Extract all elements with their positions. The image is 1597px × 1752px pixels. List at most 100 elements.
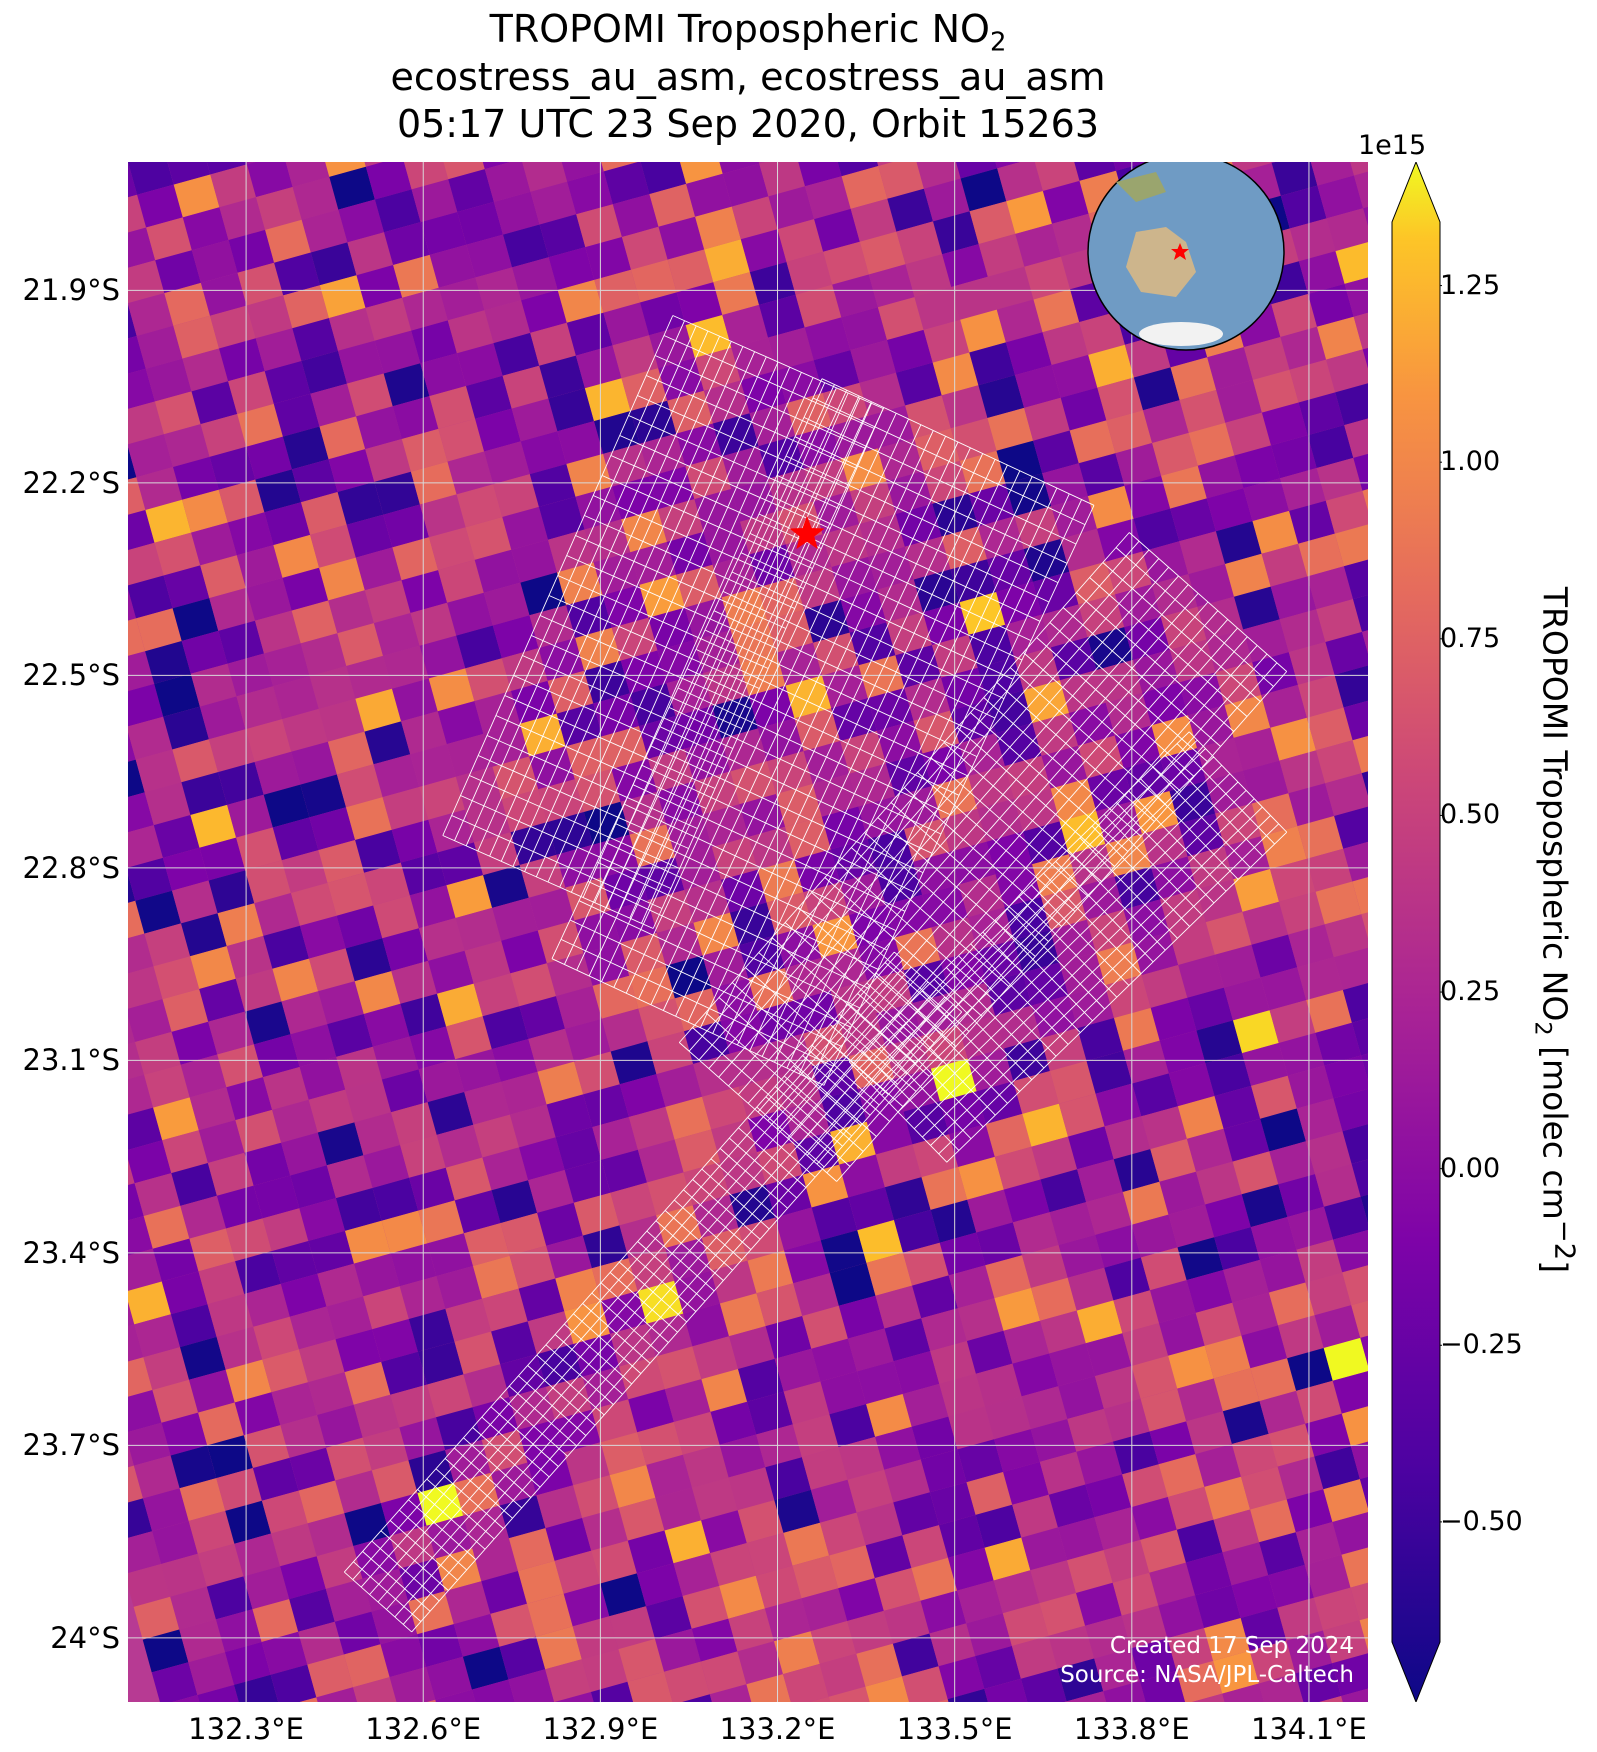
australia-shape <box>1126 227 1196 297</box>
tropomi-pixel <box>914 428 960 472</box>
tropomi-pixel <box>1078 594 1125 638</box>
tropomi-pixel <box>1360 1194 1368 1224</box>
colorbar-tick-label: 0.00 <box>1440 1152 1501 1184</box>
tropomi-pixel <box>502 506 548 550</box>
tropomi-pixel <box>152 1238 199 1282</box>
tropomi-pixel <box>876 861 923 905</box>
tropomi-pixel <box>610 1182 657 1226</box>
tropomi-pixel <box>438 559 484 603</box>
tropomi-pixel <box>180 1336 226 1380</box>
tropomi-pixel <box>438 418 485 462</box>
tropomi-pixel <box>1341 1406 1368 1447</box>
tropomi-pixel <box>419 776 465 820</box>
tropomi-pixel <box>759 162 805 197</box>
map-panel[interactable]: Created 17 Sep 2024 Source: NASA/JPL-Cal… <box>128 162 1368 1702</box>
tropomi-pixel <box>329 166 375 210</box>
tropomi-pixel <box>383 645 429 689</box>
tropomi-pixel <box>347 232 394 276</box>
tropomi-pixel <box>737 1641 783 1685</box>
tropomi-pixel <box>601 1008 648 1052</box>
credit-text: Created 17 Sep 2024 Source: NASA/JPL-Cal… <box>1060 1632 1354 1690</box>
tropomi-pixel <box>600 1573 646 1617</box>
tropomi-pixel <box>711 836 758 880</box>
tropomi-pixel <box>722 304 768 348</box>
swath-outline <box>343 951 963 1633</box>
tropomi-pixel <box>719 1575 765 1619</box>
tropomi-pixel <box>471 1679 515 1702</box>
tropomi-pixel <box>1096 659 1143 703</box>
tropomi-pixel <box>948 1265 995 1309</box>
tropomi-pixel <box>134 1314 180 1358</box>
tropomi-pixel <box>217 903 264 947</box>
tropomi-pixel <box>254 751 301 795</box>
lon-label: 134.1°E <box>1251 1712 1367 1746</box>
tropomi-pixel <box>472 1538 518 1582</box>
tropomi-pixel <box>390 1384 436 1428</box>
tropomi-pixel <box>567 171 613 215</box>
tropomi-pixel <box>372 1319 418 1362</box>
swath-outline <box>442 315 884 929</box>
tropomi-pixel <box>189 1087 236 1131</box>
tropomi-pixel <box>940 808 987 852</box>
tropomi-pixel <box>712 413 759 457</box>
tropomi-pixel <box>601 162 638 172</box>
tropomi-pixel <box>1094 1507 1141 1551</box>
tropomi-pixel <box>455 907 502 951</box>
tropomi-pixel <box>1021 1386 1068 1430</box>
tropomi-pixel <box>1013 1071 1059 1114</box>
tropomi-pixel <box>144 923 191 967</box>
tropomi-pixel <box>1352 877 1368 915</box>
tropomi-pixel <box>1213 1368 1260 1412</box>
tropomi-pixel <box>1304 1554 1351 1598</box>
tropomi-pixel <box>484 162 531 202</box>
tropomi-pixel <box>1052 213 1098 257</box>
tropomi-pixel <box>128 759 145 798</box>
tropomi-pixel <box>1040 1169 1087 1213</box>
tropomi-pixel <box>1231 1433 1278 1477</box>
tropomi-pixel <box>426 1374 473 1418</box>
tropomi-pixel <box>1004 897 1051 940</box>
tropomi-pixel <box>511 398 558 442</box>
tropomi-pixel <box>353 1677 397 1702</box>
tropomi-pixel <box>850 340 896 383</box>
tropomi-pixel <box>995 1005 1041 1049</box>
tropomi-pixel <box>704 239 750 283</box>
tropomi-pixel <box>1307 566 1353 610</box>
tropomi-pixel <box>171 1021 218 1065</box>
tropomi-pixel <box>207 1435 253 1479</box>
tropomi-pixel <box>968 766 1014 809</box>
tropomi-pixel <box>712 554 759 598</box>
tropomi-pixel <box>309 666 356 709</box>
tropomi-pixel <box>437 842 484 886</box>
tropomi-pixel <box>801 1588 848 1632</box>
tropomi-pixel <box>291 741 337 785</box>
tropomi-pixel <box>437 983 483 1027</box>
tropomi-pixel <box>1332 1512 1368 1555</box>
tropomi-pixel <box>1040 1310 1086 1354</box>
tropomi-pixel <box>601 1291 647 1334</box>
tropomi-pixel <box>1260 826 1307 869</box>
tropomi-pixel <box>483 723 530 767</box>
tropomi-pixel <box>502 365 549 409</box>
tropomi-pixel <box>246 436 292 480</box>
tropomi-pixel <box>263 784 310 828</box>
tropomi-pixel <box>190 946 236 989</box>
tropomi-pixel <box>1298 251 1345 294</box>
tropomi-pixel <box>975 1646 1021 1689</box>
tropomi-pixel <box>143 1488 189 1532</box>
tropomi-pixel <box>1143 400 1189 443</box>
tropomi-pixel <box>382 928 428 972</box>
tropomi-pixel <box>1158 1595 1204 1639</box>
tropomi-pixel <box>1310 162 1354 186</box>
tropomi-pixel <box>810 1621 857 1664</box>
tropomi-pixel <box>1022 1103 1068 1147</box>
tropomi-pixel <box>390 1243 437 1287</box>
tropomi-pixel <box>1334 665 1368 708</box>
tropomi-pixel <box>738 1217 785 1261</box>
tropomi-pixel <box>728 1467 775 1511</box>
tropomi-pixel <box>875 1144 922 1188</box>
tropomi-pixel <box>967 1189 1013 1233</box>
tropomi-pixel <box>1232 162 1272 174</box>
tropomi-pixel <box>1152 432 1198 476</box>
tropomi-pixel <box>392 678 438 722</box>
